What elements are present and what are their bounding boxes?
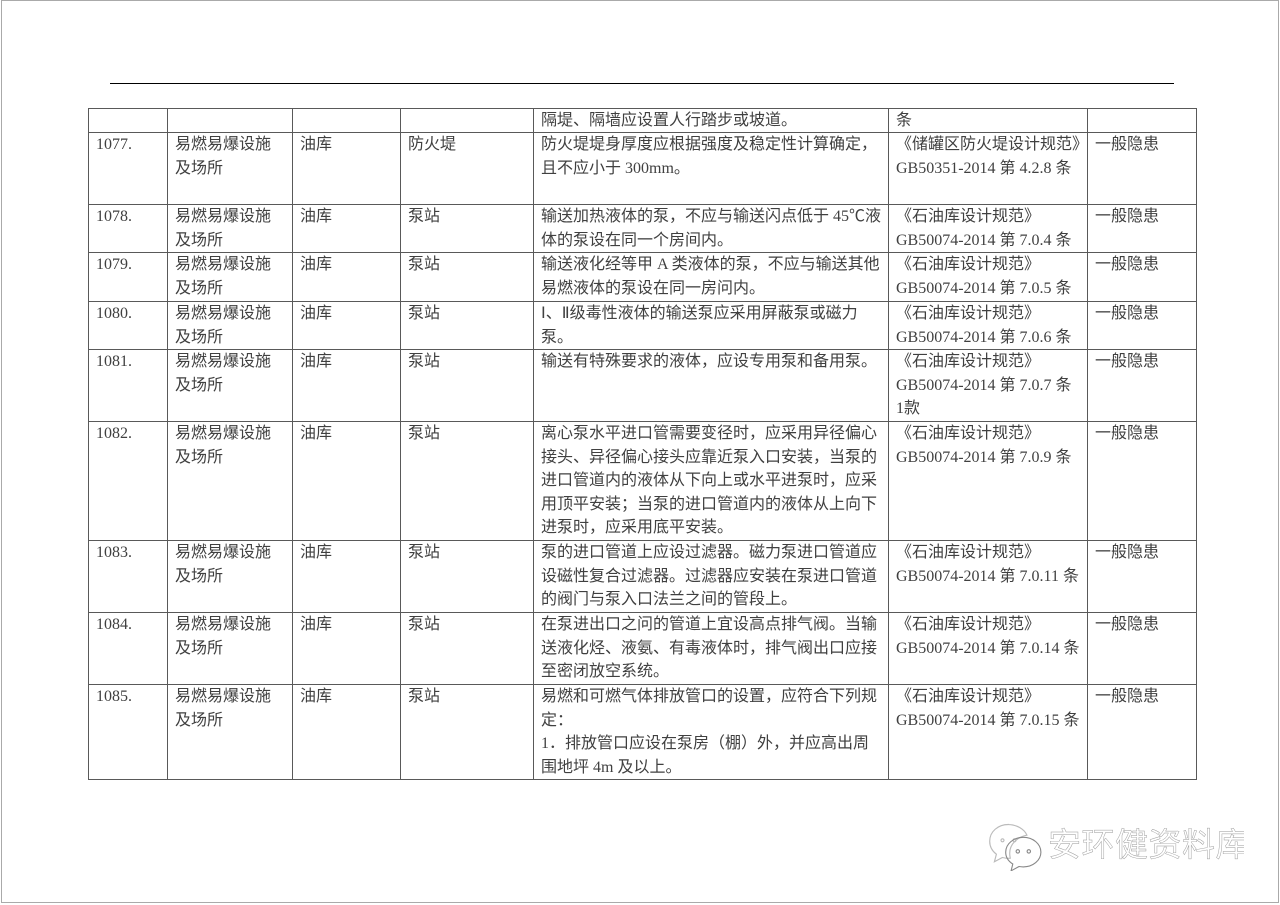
svg-text:安环健资料库: 安环健资料库 xyxy=(1048,827,1244,864)
